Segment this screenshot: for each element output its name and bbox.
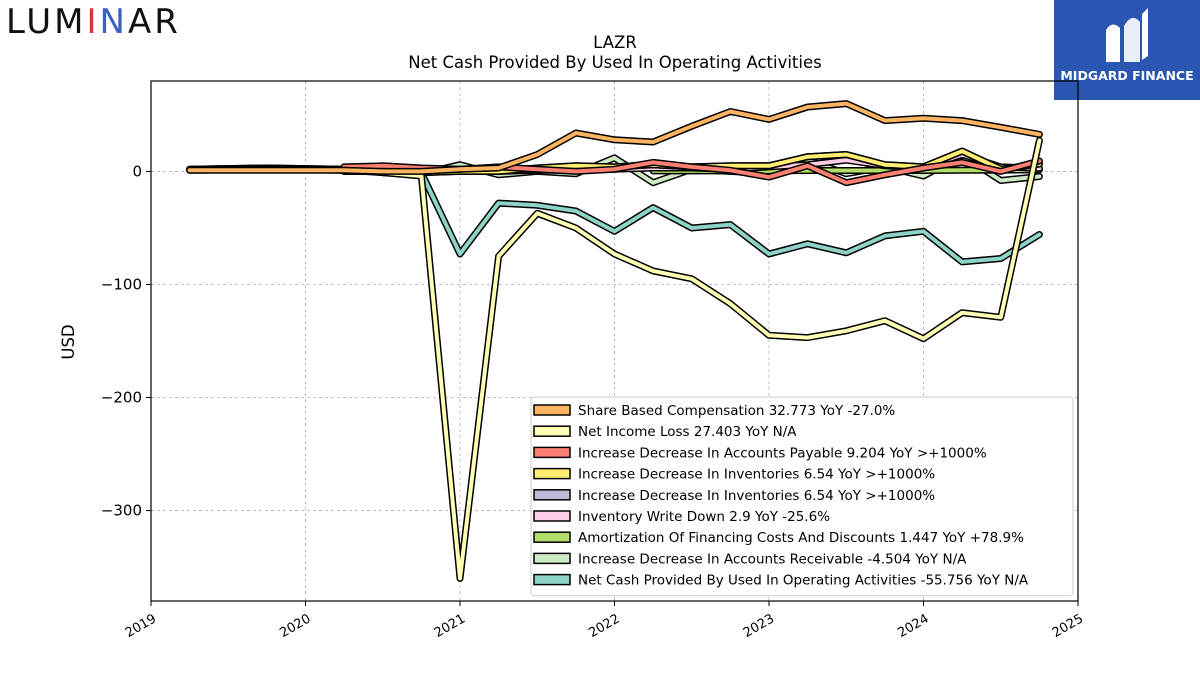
y-tick-label: −200 [101,389,142,407]
series-line [187,101,1042,174]
y-tick-label: −300 [101,502,142,520]
luminar-logo: LUMINAR [6,2,181,42]
legend-entry: Increase Decrease In Inventories 6.54 Yo… [578,467,935,483]
chart-title: LAZR [593,33,637,52]
legend-swatch [533,404,571,416]
midgard-emblem-icon [1106,8,1148,63]
midgard-finance-name: MIDGARD FINANCE [1060,68,1194,83]
x-tick-label: 2020 [277,611,313,641]
chart-subtitle: Net Cash Provided By Used In Operating A… [408,53,821,72]
legend-swatch [533,489,571,501]
y-tick-label: 0 [132,162,142,180]
legend-swatch [533,467,571,480]
legend-entry: Inventory Write Down 2.9 YoY -25.6% [578,509,830,525]
x-tick-label: 2019 [123,611,159,641]
legend-entry: Increase Decrease In Inventories 6.54 Yo… [578,488,935,504]
legend: Share Based Compensation 32.773 YoY -27.… [530,396,1074,597]
legend-swatch [533,531,571,543]
legend-swatch [533,446,571,459]
x-tick-label: 2025 [1050,611,1086,641]
legend-entry: Net Cash Provided By Used In Operating A… [578,573,1029,589]
legend-box [530,396,1074,597]
series-lines [186,100,1043,582]
legend-entry: Net Income Loss 27.403 YoY N/A [578,424,797,440]
x-tick-label: 2024 [895,611,931,641]
legend-swatch [533,510,571,522]
legend-swatch [533,552,571,565]
legend-entry: Share Based Compensation 32.773 YoY -27.… [578,403,895,419]
x-tick-label: 2021 [432,611,468,641]
legend-swatch [533,425,571,437]
legend-entry: Increase Decrease In Accounts Receivable… [578,551,967,567]
x-tick-label: 2023 [741,611,777,641]
legend-entry: Amortization Of Financing Costs And Disc… [578,530,1024,546]
x-tick-label: 2022 [586,611,622,641]
y-tick-label: −100 [101,275,142,293]
y-axis-label: USD [59,324,78,359]
legend-entry: Increase Decrease In Accounts Payable 9.… [578,445,987,461]
legend-swatch [533,573,571,586]
